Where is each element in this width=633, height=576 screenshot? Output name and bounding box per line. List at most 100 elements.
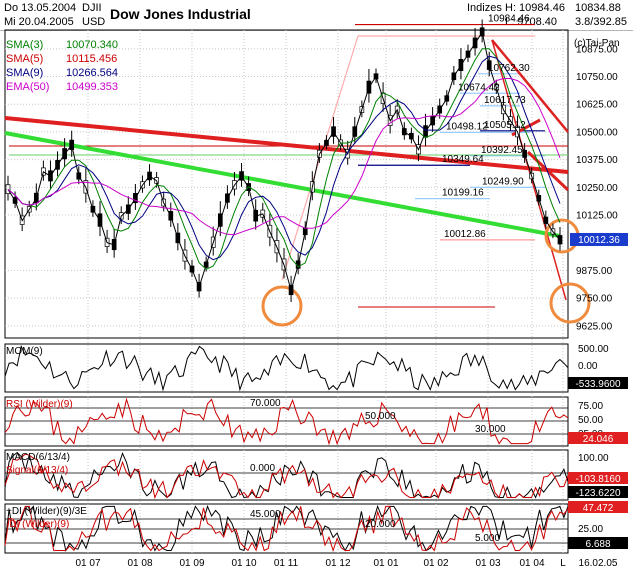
high-value: H: 10984.46 [505, 2, 565, 14]
x-tick-label: 01 10 [231, 558, 256, 569]
x-tick-label: 01 09 [179, 558, 204, 569]
close-value: 10834.88 [575, 2, 621, 14]
rsi-level-label: 50.000 [365, 411, 396, 422]
y-tick-label: 10375.00 [576, 155, 618, 166]
mom-tick-label: 0.00 [578, 361, 598, 372]
annotation-label: 10762.30 [488, 63, 530, 74]
legend-sma3-value: 10070.340 [66, 39, 118, 51]
mom-series-line [4, 344, 569, 392]
header-bar: Do 13.05.2004 Mi 20.04.2005 DJII USD Dow… [0, 0, 633, 31]
legend-ema50-name: EMA(50) [6, 81, 50, 93]
legend-sma9-value: 10266.564 [66, 67, 118, 79]
sma3-line [7, 48, 561, 270]
legend-ema50: EMA(50) 10499.353 [6, 80, 118, 94]
macd-series-line [4, 451, 569, 499]
x-tick-label: 01 08 [127, 558, 152, 569]
green-trendline [4, 131, 561, 238]
macd-label: MACD(6/13/4) [6, 452, 70, 463]
dmi-series-line [4, 505, 569, 553]
down-trendline-2 [491, 39, 569, 133]
x-tick-label: 01 07 [75, 558, 100, 569]
category: Indizes [467, 2, 502, 14]
y-tick-label: 10500.00 [576, 127, 618, 138]
dmi-level-label: 20.000 [365, 519, 396, 530]
y-tick-label: 9750.00 [576, 294, 613, 305]
mom-last-value-box [568, 377, 628, 389]
highlight-circle [261, 285, 303, 327]
legend-sma5-name: SMA(5) [6, 53, 44, 65]
y-tick-label: 9625.00 [576, 321, 613, 332]
ema50-line [7, 78, 561, 236]
pdi-label: +DI (Wilder)(9)/3E [6, 506, 87, 517]
x-tick-label: 01 11 [274, 558, 299, 569]
date-to: Mi 20.04.2005 [4, 16, 74, 28]
dmi-level-label: 5.000 [475, 533, 500, 544]
symbol: DJII [82, 2, 102, 14]
y-tick-label: 10750.00 [576, 72, 618, 83]
annotation-label: 10012.86 [444, 229, 486, 240]
mom-label: MOM(9) [6, 346, 43, 357]
macd-last-value: -103.8160 [575, 474, 620, 485]
rsi-last-value-box [568, 432, 628, 444]
macd-tick-label: 100.00 [578, 453, 609, 464]
rsi-level-label: 70.000 [250, 398, 281, 409]
legend-sma3-name: SMA(3) [6, 39, 44, 51]
price-candle [5, 184, 11, 195]
date-from: Do 13.05.2004 [4, 2, 77, 14]
chart-title: Dow Jones Industrial [110, 6, 251, 22]
pdi-last-value: 47.472 [583, 503, 614, 514]
legend-sma3: SMA(3) 10070.340 [6, 38, 118, 52]
mdi-label: -DI (Wilder)(9) [6, 519, 70, 530]
highlight-circle [549, 282, 591, 324]
currency: USD [82, 16, 106, 28]
rsi-last-value: 24.046 [583, 434, 614, 445]
y-tick-label: 10875.00 [576, 44, 618, 55]
x-tick-label: 01 02 [423, 558, 448, 569]
x-tick-label: 01 03 [475, 558, 500, 569]
rsi-level-label: 30.000 [475, 424, 506, 435]
annotation-label: 10498.12 [446, 121, 488, 132]
x-tick-label: L [560, 558, 566, 569]
last-price-box [570, 232, 628, 246]
dmi-series-line [4, 504, 569, 552]
annotation-label: 10617.73 [484, 95, 526, 106]
legend-sma5: SMA(5) 10115.456 [6, 52, 118, 66]
y-tick-label: 10625.00 [576, 100, 618, 111]
x-tick-label: 16.02.05 [579, 558, 618, 569]
mom-tick-label: 500.00 [578, 344, 609, 355]
annotation-label: 10349.64 [442, 154, 484, 165]
x-tick-label: 01 04 [519, 558, 544, 569]
macd-level-label: 0.000 [250, 463, 275, 474]
panel-frame-mom [4, 343, 569, 393]
dmi-tick-label: 25.00 [578, 524, 603, 535]
dmi-level-label: 45.000 [250, 509, 281, 520]
annotation-label: 10392.45 [481, 145, 523, 156]
pdi-last-value-box [568, 501, 628, 513]
y-tick-label: 9875.00 [576, 266, 613, 277]
annotation-label: 10984.46 [488, 14, 530, 25]
y-tick-label: 10250.00 [576, 183, 618, 194]
down-trendline [491, 39, 567, 301]
legend-ema50-value: 10499.353 [66, 81, 118, 93]
rsi-series-line [4, 397, 569, 446]
macd-last-value-box [568, 472, 628, 484]
y-tick-label: 10125.00 [576, 211, 618, 222]
x-tick-label: 01 12 [325, 558, 350, 569]
signal-last-value-box [568, 486, 628, 498]
annotation-label: 10249.90 [482, 176, 524, 187]
legend-sma5-value: 10115.456 [66, 53, 118, 65]
macd-series-line [4, 453, 569, 500]
change-value: 3.8/392.85 [575, 16, 627, 28]
mdi-last-value-box [568, 537, 628, 549]
rsi-tick-label: 50.00 [578, 415, 603, 426]
red-trendline [4, 116, 569, 174]
legend-sma9: SMA(9) 10266.564 [6, 66, 118, 80]
annotation-label: 10199.16 [442, 188, 484, 199]
channel-line [281, 35, 359, 281]
sma9-line [7, 55, 561, 261]
down-trendline-3 [526, 150, 570, 192]
last-price-label: 10012.36 [578, 235, 620, 246]
annotation-label: 10674.42 [458, 82, 500, 93]
